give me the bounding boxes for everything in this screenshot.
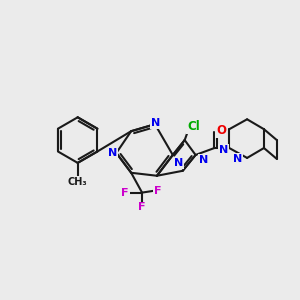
- Text: Cl: Cl: [187, 120, 200, 133]
- Text: N: N: [199, 155, 208, 165]
- Text: CH₃: CH₃: [68, 177, 88, 187]
- Text: F: F: [138, 202, 146, 212]
- Text: F: F: [154, 186, 162, 196]
- Text: F: F: [122, 188, 129, 198]
- Text: N: N: [174, 158, 183, 168]
- Text: N: N: [232, 154, 242, 164]
- Text: N: N: [108, 148, 117, 158]
- Text: O: O: [216, 124, 226, 137]
- Text: N: N: [151, 118, 160, 128]
- Text: N: N: [219, 145, 228, 155]
